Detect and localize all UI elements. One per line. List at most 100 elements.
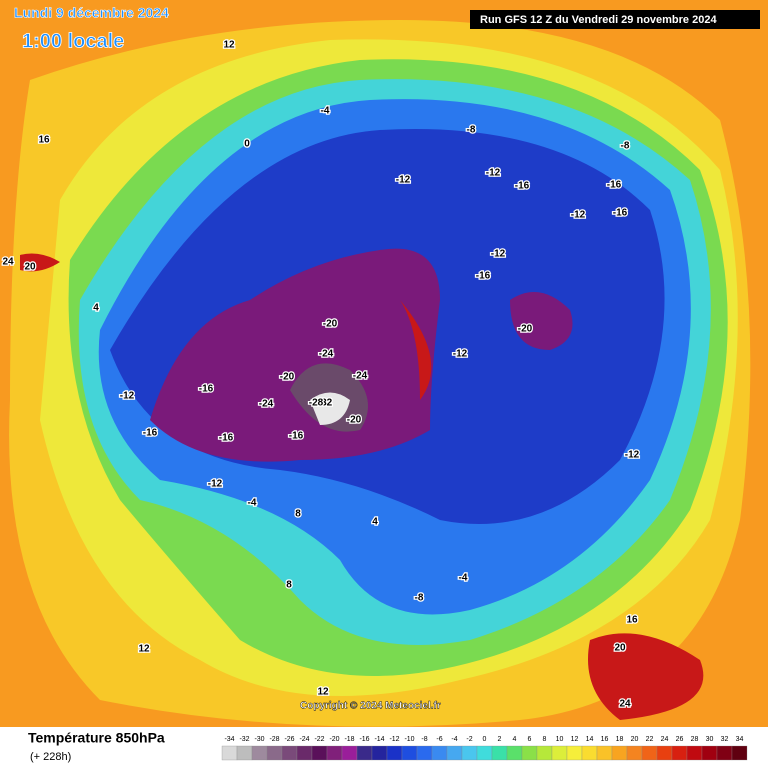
scale-swatch <box>461 745 478 761</box>
contour-label: -32 <box>318 398 333 409</box>
scale-label: -2 <box>466 736 472 743</box>
scale-swatch <box>236 745 253 761</box>
contour-label: -16 <box>613 208 628 219</box>
contour-label: -12 <box>491 249 506 260</box>
scale-label: 10 <box>556 736 564 743</box>
scale-label: 6 <box>528 736 532 743</box>
scale-label: -28 <box>269 736 279 743</box>
temperature-field <box>0 0 768 727</box>
scale-swatch <box>656 745 673 761</box>
scale-swatch <box>716 745 733 761</box>
contour-label: -24 <box>259 399 274 410</box>
scale-swatch <box>266 745 283 761</box>
contour-label: -8 <box>467 125 476 136</box>
run-banner <box>470 10 760 29</box>
scale-label: 28 <box>691 736 699 743</box>
scale-swatch <box>641 745 658 761</box>
scale-label: -16 <box>359 736 369 743</box>
contour-label: -8 <box>415 593 424 604</box>
scale-label: 30 <box>706 736 714 743</box>
run-info: Run GFS 12 Z du Vendredi 29 novembre 202… <box>480 14 717 26</box>
contour-label: -16 <box>515 181 530 192</box>
scale-label: -20 <box>329 736 339 743</box>
scale-label: -22 <box>314 736 324 743</box>
scale-swatch <box>521 745 538 761</box>
contour-label: 4 <box>93 303 99 314</box>
scale-swatch <box>566 745 583 761</box>
scale-swatch <box>446 745 463 761</box>
contour-label: -12 <box>208 479 223 490</box>
title-block: Lundi 9 décembre 2024 1:00 locale Run GF… <box>14 4 760 712</box>
scale-swatch <box>476 745 493 761</box>
scale-swatch <box>416 745 433 761</box>
scale-label: 18 <box>616 736 624 743</box>
scale-label: -4 <box>451 736 457 743</box>
scale-label: 14 <box>586 736 594 743</box>
scale-swatch <box>731 745 748 761</box>
scale-label: -24 <box>299 736 309 743</box>
contour-label: -16 <box>607 180 622 191</box>
scale-label: -34 <box>224 736 234 743</box>
contour-label: -16 <box>143 428 158 439</box>
scale-label: -32 <box>239 736 249 743</box>
scale-swatch <box>431 745 448 761</box>
scale-label: -14 <box>374 736 384 743</box>
scale-label: -8 <box>421 736 427 743</box>
scale-swatch <box>611 745 628 761</box>
scale-label: 22 <box>646 736 654 743</box>
contour-label: 16 <box>626 615 638 626</box>
scale-swatch <box>326 745 343 761</box>
scale-swatch <box>221 745 238 761</box>
contour-label: 12 <box>317 687 329 698</box>
scale-swatch <box>311 745 328 761</box>
contour-label: 4 <box>372 517 378 528</box>
scale-label: 24 <box>661 736 669 743</box>
scale-swatch <box>536 745 553 761</box>
contour-label: 20 <box>24 262 36 273</box>
color-scale: -34 -32 -30 -28 -26 -24 -22 -20 -18 -16 -14 -12 -10-… <box>221 736 748 761</box>
scale-label: 12 <box>571 736 579 743</box>
scale-swatch <box>581 745 598 761</box>
scale-label: -26 <box>284 736 294 743</box>
scale-label: 4 <box>513 736 517 743</box>
contour-label: -16 <box>289 431 304 442</box>
contour-label: 8 <box>295 509 301 520</box>
scale-swatch <box>281 745 298 761</box>
scale-label: -6 <box>436 736 442 743</box>
contour-label: -12 <box>571 210 586 221</box>
contour-label: -16 <box>199 384 214 395</box>
contour-label: -12 <box>396 175 411 186</box>
scale-label: -10 <box>404 736 414 743</box>
contour-label: 0 <box>244 139 250 150</box>
scale-swatch <box>371 745 388 761</box>
scale-label: 8 <box>543 736 547 743</box>
scale-label: 2 <box>498 736 502 743</box>
scale-label: -18 <box>344 736 354 743</box>
scale-label: -12 <box>389 736 399 743</box>
scale-swatch <box>386 745 403 761</box>
contour-label: -20 <box>323 319 338 330</box>
contour-label: -4 <box>321 106 330 117</box>
contour-label: -12 <box>120 391 135 402</box>
contour-label: -24 <box>353 371 368 382</box>
contour-label: 8 <box>286 580 292 591</box>
local-time: 1:00 locale <box>22 30 124 52</box>
scale-swatch <box>296 745 313 761</box>
contour-label: -20 <box>280 372 295 383</box>
contour-labels: -32-28-24-24-24-20-20-20-20-16-16 -16 -16-… <box>1 38 641 711</box>
contour-label: -4 <box>248 498 257 509</box>
contour-label: 24 <box>619 699 631 710</box>
scale-swatch <box>551 745 568 761</box>
scale-label: 16 <box>601 736 609 743</box>
scale-label: 26 <box>676 736 684 743</box>
contour-label: 20 <box>614 643 626 654</box>
scale-swatch <box>701 745 718 761</box>
contour-label: 12 <box>138 644 150 655</box>
contour-label: 24 <box>2 257 14 268</box>
copyright: Copyright © 2024 Meteociel.fr <box>300 701 441 712</box>
scale-swatch <box>671 745 688 761</box>
scale-swatch <box>251 745 268 761</box>
contour-label: -12 <box>486 168 501 179</box>
footer-title: Température 850hPa <box>28 730 165 746</box>
scale-swatch <box>596 745 613 761</box>
